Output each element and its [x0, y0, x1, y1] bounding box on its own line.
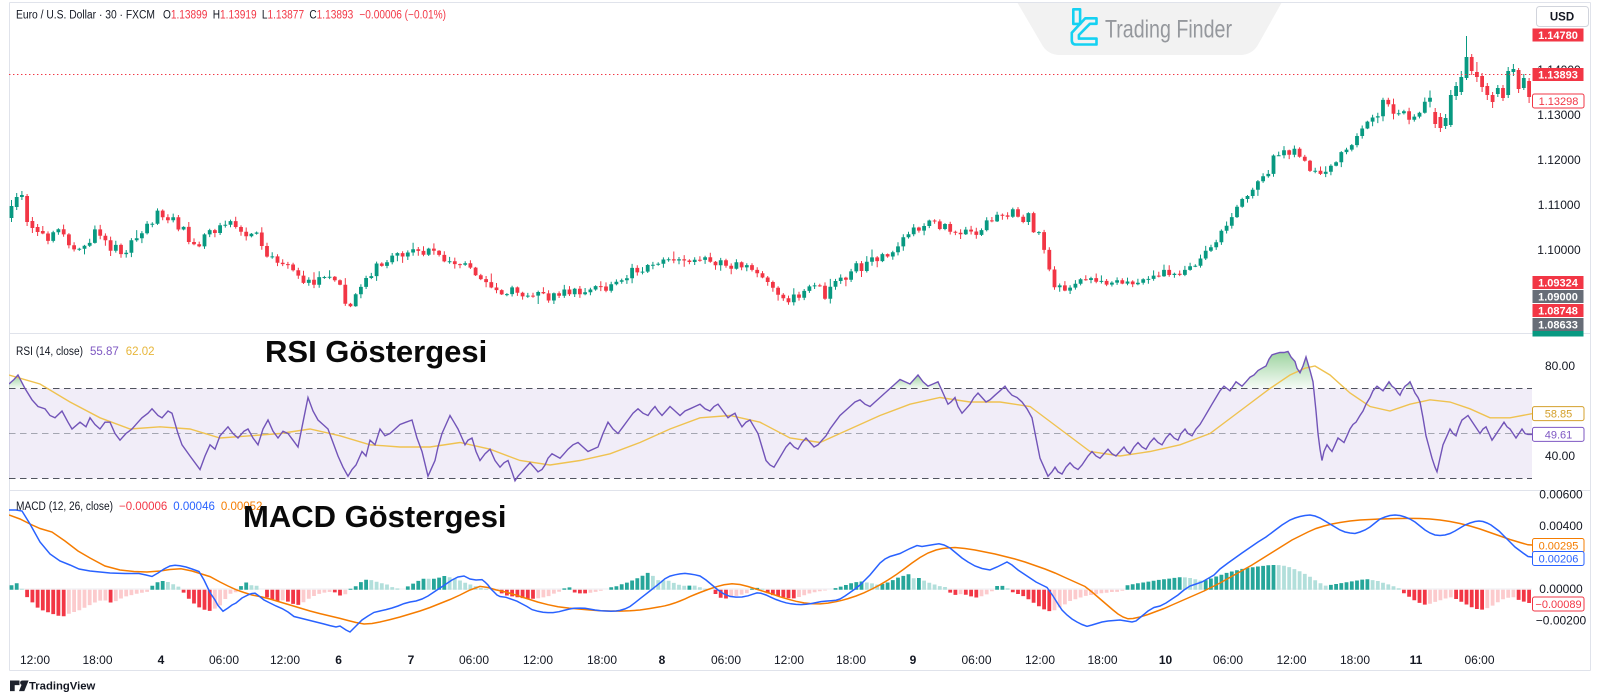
svg-text:USD: USD: [1550, 12, 1574, 24]
svg-text:10: 10: [1159, 653, 1173, 667]
svg-text:1.13000: 1.13000: [1537, 108, 1581, 122]
svg-text:12:00: 12:00: [523, 653, 553, 667]
svg-text:7: 7: [408, 653, 415, 667]
svg-text:06:00: 06:00: [209, 653, 239, 667]
svg-text:−0.00200: −0.00200: [1536, 614, 1587, 628]
svg-text:49.61: 49.61: [1545, 429, 1573, 441]
svg-text:9: 9: [910, 653, 917, 667]
svg-text:58.85: 58.85: [1545, 409, 1573, 421]
svg-text:RSI (14, close): RSI (14, close): [16, 346, 83, 358]
svg-text:12:00: 12:00: [1025, 653, 1055, 667]
svg-text:6: 6: [335, 653, 342, 667]
svg-text:06:00: 06:00: [961, 653, 991, 667]
svg-text:18:00: 18:00: [836, 653, 866, 667]
svg-text:06:00: 06:00: [711, 653, 741, 667]
svg-text:12:00: 12:00: [270, 653, 300, 667]
svg-text:4: 4: [158, 653, 165, 667]
svg-text:MACD (12, 26, close): MACD (12, 26, close): [16, 501, 113, 513]
svg-text:Trading Finder: Trading Finder: [1105, 16, 1232, 44]
svg-text:TradingView: TradingView: [29, 681, 96, 693]
svg-text:11: 11: [1410, 653, 1423, 667]
svg-text:0.00295: 0.00295: [1539, 541, 1579, 553]
svg-text:Euro / U.S. Dollar · 30 · FXCM: Euro / U.S. Dollar · 30 · FXCM: [16, 10, 155, 22]
svg-text:8: 8: [659, 653, 666, 667]
svg-text:−0.00089: −0.00089: [1535, 599, 1581, 611]
svg-text:80.00: 80.00: [1545, 359, 1575, 373]
svg-text:12:00: 12:00: [20, 653, 50, 667]
svg-text:06:00: 06:00: [1464, 653, 1494, 667]
svg-text:0.00600: 0.00600: [1539, 488, 1583, 502]
svg-text:0.00206: 0.00206: [1539, 554, 1579, 566]
svg-text:18:00: 18:00: [587, 653, 617, 667]
svg-text:1.08633: 1.08633: [1538, 320, 1578, 332]
svg-text:06:00: 06:00: [459, 653, 489, 667]
svg-text:1.13298: 1.13298: [1539, 96, 1579, 108]
svg-text:1.09000: 1.09000: [1538, 292, 1578, 304]
svg-text:0.00400: 0.00400: [1539, 519, 1583, 533]
svg-text:18:00: 18:00: [1340, 653, 1370, 667]
svg-text:0.00000: 0.00000: [1539, 582, 1583, 596]
svg-text:12:00: 12:00: [774, 653, 804, 667]
svg-text:18:00: 18:00: [1087, 653, 1117, 667]
svg-text:12:00: 12:00: [1276, 653, 1306, 667]
svg-text:1.14780: 1.14780: [1538, 30, 1578, 42]
svg-text:MACD Göstergesi: MACD Göstergesi: [243, 499, 507, 534]
svg-text:18:00: 18:00: [82, 653, 112, 667]
svg-text:1.11000: 1.11000: [1538, 198, 1581, 212]
svg-text:RSI Göstergesi: RSI Göstergesi: [265, 334, 487, 369]
svg-text:06:00: 06:00: [1213, 653, 1243, 667]
svg-text:1.10000: 1.10000: [1537, 243, 1581, 257]
svg-text:1.08748: 1.08748: [1538, 306, 1578, 318]
svg-text:40.00: 40.00: [1545, 449, 1575, 463]
svg-text:1.09324: 1.09324: [1538, 278, 1579, 290]
svg-text:1.13893: 1.13893: [1538, 70, 1578, 82]
svg-text:1.12000: 1.12000: [1537, 153, 1581, 167]
